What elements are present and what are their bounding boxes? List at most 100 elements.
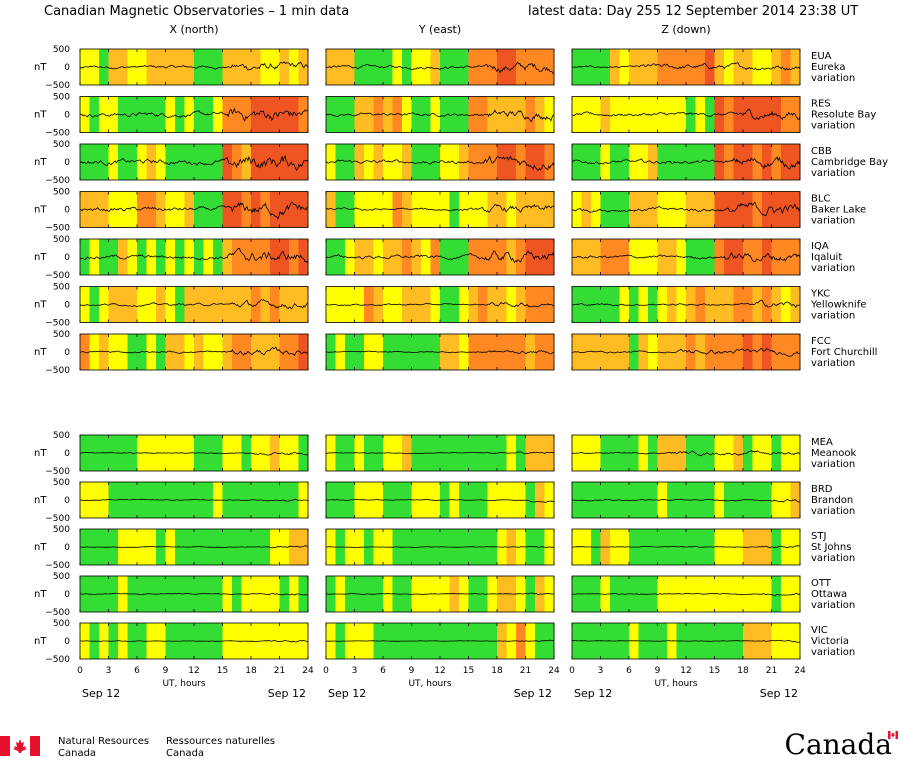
station-label-0: BRD bbox=[811, 484, 833, 495]
activity-block bbox=[298, 96, 309, 133]
activity-block bbox=[279, 49, 290, 85]
station-label-2: variation bbox=[811, 263, 855, 274]
activity-block bbox=[781, 49, 791, 85]
activity-block bbox=[80, 286, 90, 323]
y-tick-label: −500 bbox=[45, 608, 70, 618]
activity-block bbox=[232, 49, 242, 85]
activity-block bbox=[430, 49, 441, 85]
activity-block bbox=[392, 334, 403, 370]
activity-block bbox=[364, 96, 374, 133]
activity-block bbox=[525, 191, 536, 228]
x-tick-label: 24 bbox=[548, 666, 560, 676]
station-label-1: Iqaluit bbox=[811, 252, 842, 263]
series-line bbox=[79, 639, 309, 643]
activity-block bbox=[80, 96, 90, 133]
activity-block bbox=[714, 49, 725, 85]
activity-block bbox=[270, 435, 280, 471]
activity-block bbox=[279, 191, 290, 228]
activity-block bbox=[270, 191, 280, 228]
activity-block bbox=[743, 334, 753, 370]
activity-block bbox=[667, 239, 677, 275]
activity-block bbox=[544, 96, 555, 133]
activity-block bbox=[525, 49, 536, 85]
activity-block bbox=[289, 96, 299, 133]
activity-block bbox=[733, 49, 744, 85]
activity-block bbox=[535, 96, 545, 133]
activity-block bbox=[80, 144, 90, 180]
activity-block bbox=[156, 239, 166, 275]
series-line bbox=[79, 202, 309, 220]
activity-block bbox=[629, 191, 639, 228]
activity-block bbox=[298, 239, 309, 275]
activity-block bbox=[638, 286, 649, 323]
activity-block bbox=[535, 191, 545, 228]
activity-block bbox=[146, 49, 157, 85]
canada-flag-icon bbox=[0, 736, 40, 756]
series-line bbox=[572, 592, 801, 597]
activity-block bbox=[279, 435, 290, 471]
date-start-label: Sep 12 bbox=[574, 687, 612, 700]
activity-block bbox=[638, 191, 649, 228]
station-label-2: variation bbox=[811, 216, 855, 227]
station-label-0: RES bbox=[811, 99, 831, 110]
series-line bbox=[325, 498, 555, 503]
activity-block bbox=[89, 239, 100, 275]
activity-block bbox=[194, 239, 204, 275]
magnetometer-chart: X (north) Y (east) Z (down) 500 0 −500 nT EUAEu… bbox=[34, 23, 888, 700]
activity-block bbox=[790, 286, 801, 323]
activity-block bbox=[335, 191, 346, 228]
nrcan-signature: Natural Resources Canada Ressources natu… bbox=[0, 730, 300, 770]
activity-block bbox=[279, 482, 290, 518]
activity-block bbox=[667, 334, 677, 370]
activity-block bbox=[572, 144, 582, 180]
x-tick-label: 0 bbox=[569, 666, 575, 676]
activity-block bbox=[89, 96, 100, 133]
activity-block bbox=[781, 334, 791, 370]
activity-block bbox=[127, 239, 138, 275]
activity-block bbox=[629, 334, 639, 370]
activity-block bbox=[686, 435, 696, 471]
x-tick-label: 0 bbox=[77, 666, 83, 676]
activity-block bbox=[392, 144, 403, 180]
activity-block bbox=[165, 96, 176, 133]
station-label-1: Yellowknife bbox=[810, 300, 866, 311]
y-tick-label: 500 bbox=[53, 140, 70, 150]
x-tick-label: 15 bbox=[217, 666, 228, 676]
activity-block bbox=[156, 144, 166, 180]
activity-block bbox=[743, 96, 753, 133]
station-label-0: MEA bbox=[811, 437, 833, 448]
activity-block bbox=[354, 49, 365, 85]
series-line bbox=[79, 298, 309, 310]
activity-block bbox=[733, 191, 744, 228]
activity-block bbox=[610, 286, 620, 323]
activity-block bbox=[383, 96, 393, 133]
station-label-1: Eureka bbox=[811, 62, 845, 73]
activity-block bbox=[600, 334, 611, 370]
activity-block bbox=[468, 144, 479, 180]
activity-block bbox=[762, 334, 772, 370]
activity-block bbox=[638, 435, 649, 471]
activity-block bbox=[619, 49, 630, 85]
activity-block bbox=[459, 239, 469, 275]
y-tick-label: −500 bbox=[45, 467, 70, 477]
activity-block bbox=[194, 191, 204, 228]
activity-block bbox=[108, 49, 119, 85]
activity-block bbox=[676, 334, 687, 370]
activity-block bbox=[89, 49, 100, 85]
column-title-2: Z (down) bbox=[661, 23, 710, 36]
y-tick-label: 500 bbox=[53, 478, 70, 488]
station-label-0: VIC bbox=[811, 625, 828, 636]
activity-block bbox=[714, 482, 725, 518]
station-label-1: St Johns bbox=[811, 542, 851, 553]
activity-block bbox=[648, 239, 658, 275]
activity-block bbox=[89, 191, 100, 228]
activity-block bbox=[402, 191, 412, 228]
activity-block bbox=[440, 239, 450, 275]
chart-title: Canadian Magnetic Observatories – 1 min … bbox=[44, 4, 350, 19]
y-axis-label: nT bbox=[34, 252, 47, 263]
y-tick-label: 0 bbox=[64, 158, 70, 168]
series-line bbox=[79, 247, 309, 264]
activity-block bbox=[127, 144, 138, 180]
activity-block bbox=[695, 191, 706, 228]
activity-block bbox=[137, 191, 147, 228]
